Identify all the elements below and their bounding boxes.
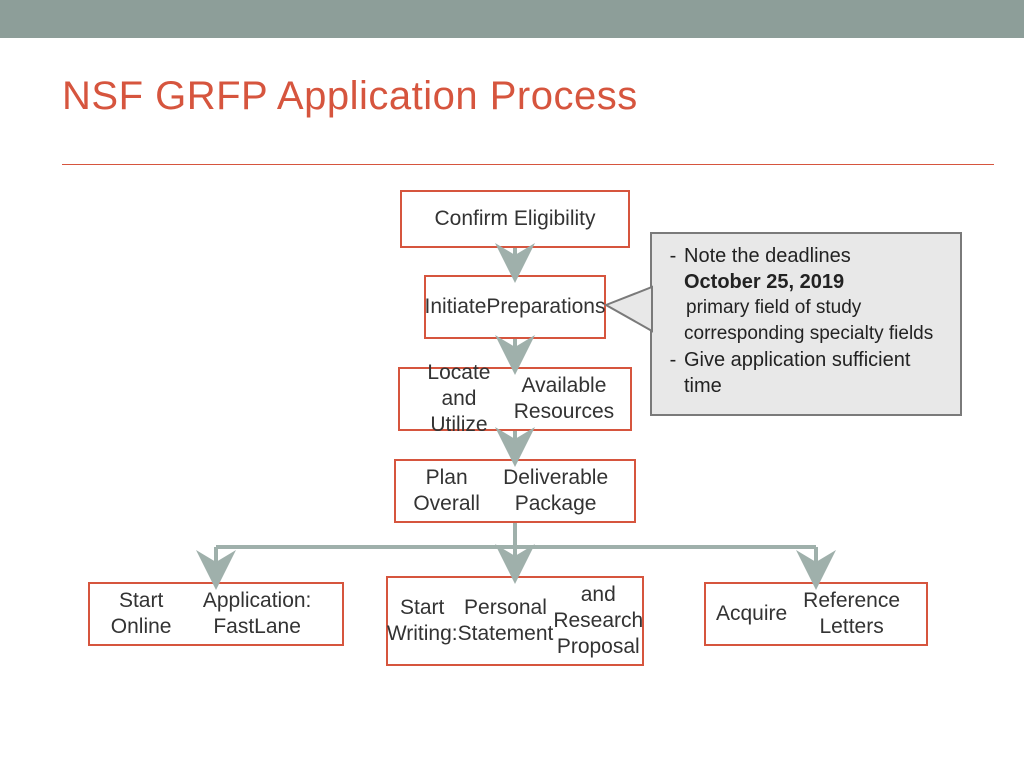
connector-layer	[0, 0, 1024, 768]
